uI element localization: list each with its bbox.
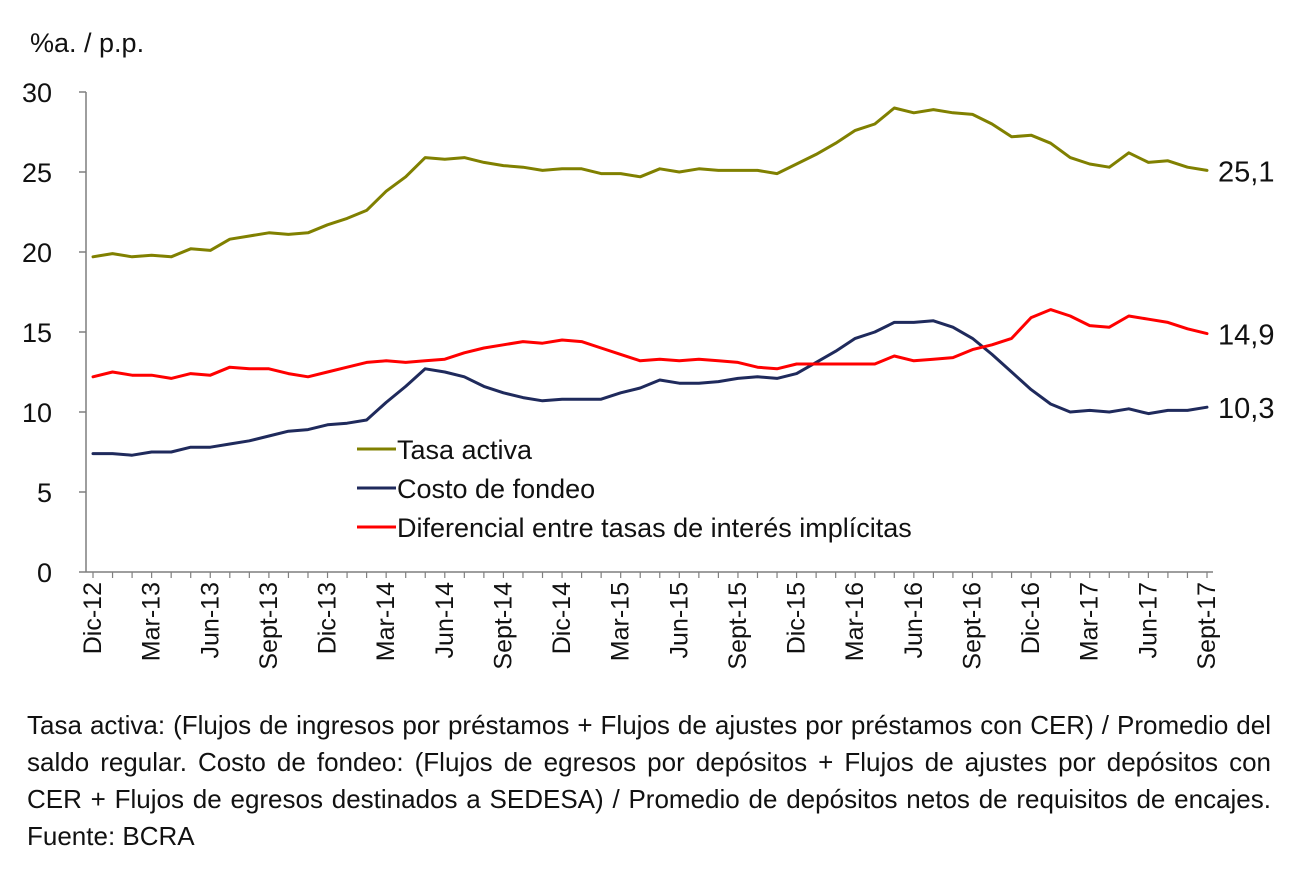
series-line-1 (91, 106, 1209, 259)
x-tick-label: Jun-14 (431, 582, 459, 659)
x-tick-label: Dic-12 (79, 582, 107, 654)
series-line-2 (91, 319, 1209, 457)
x-tick-label: Mar-13 (138, 582, 166, 661)
x-tick-label: Jun-15 (665, 582, 693, 658)
y-axis: 0 5 10 15 20 25 30 (22, 78, 87, 588)
series-line-3 (91, 308, 1209, 380)
footnote: Tasa activa: (Flujos de ingresos por pré… (27, 710, 1271, 851)
x-tick-label: Dic-15 (783, 582, 811, 654)
x-axis: Dic-12 Mar-13 Jun-13 Sept-13 Dic-13 Mar-14 Jun… (79, 571, 1221, 670)
line-chart: %a. / p.p. 0 5 10 15 20 25 30 Dic-12 Mar-13 Jun-… (22, 28, 1275, 670)
x-tick-label: Sept-15 (724, 582, 752, 670)
y-tick-label: 20 (22, 238, 52, 268)
x-tick-label: Jun-13 (196, 582, 224, 658)
x-tick-label: Jun-17 (1134, 582, 1162, 658)
y-tick-label: 5 (37, 478, 52, 508)
x-tick-label: Dic-14 (548, 582, 576, 654)
x-tick-label: Dic-13 (314, 582, 342, 654)
legend-label: Costo de fondeo (397, 474, 595, 504)
x-tick-label: Jun-16 (900, 582, 928, 658)
end-value-label: 25,1 (1218, 156, 1274, 188)
y-axis-label: %a. / p.p. (30, 28, 144, 58)
x-tick-label: Mar-15 (607, 582, 635, 661)
legend: Tasa activa Costo de fondeo Diferencial en… (357, 435, 912, 543)
legend-label: Tasa activa (397, 435, 533, 465)
y-tick-label: 25 (22, 158, 52, 188)
x-tick-label: Dic-16 (1017, 582, 1045, 654)
end-value-label: 14,9 (1218, 320, 1274, 352)
y-tick-label: 10 (22, 398, 52, 428)
x-tick-label: Sept-16 (958, 582, 986, 670)
x-tick-label: Mar-17 (1076, 582, 1104, 661)
y-tick-label: 30 (22, 78, 52, 108)
x-tick-label: Mar-16 (841, 582, 869, 661)
end-value-label: 10,3 (1218, 393, 1274, 425)
y-tick-label: 0 (37, 558, 52, 588)
x-tick-label: Sept-17 (1193, 582, 1221, 670)
series-layer (91, 106, 1209, 457)
y-tick-label: 15 (22, 318, 52, 348)
x-tick-label: Sept-13 (255, 582, 283, 670)
x-tick-label: Mar-14 (372, 582, 400, 661)
x-tick-label: Sept-14 (489, 582, 517, 670)
end-labels: 25,1 10,3 14,9 (1218, 156, 1274, 425)
legend-label: Diferencial entre tasas de interés implí… (397, 513, 912, 543)
